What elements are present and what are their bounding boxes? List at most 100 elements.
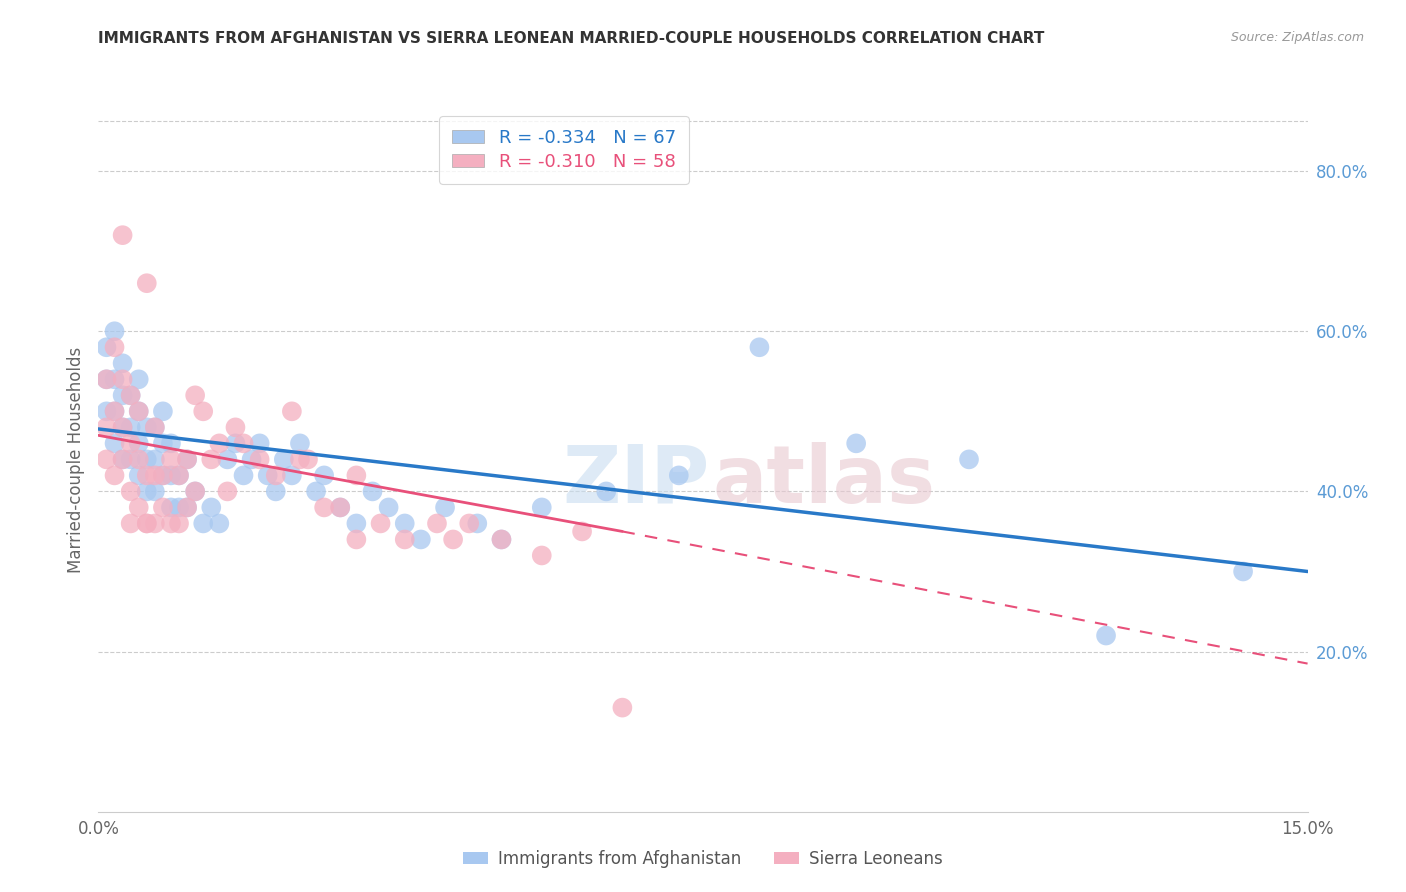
Point <box>441 533 464 547</box>
Point <box>224 420 246 434</box>
Point <box>111 372 134 386</box>
Point <box>344 533 367 547</box>
Point <box>160 452 183 467</box>
Point <box>103 468 125 483</box>
Point <box>232 436 254 450</box>
Point <box>167 500 190 515</box>
Point <box>329 500 352 515</box>
Point <box>288 452 311 467</box>
Point <box>377 500 399 515</box>
Point <box>491 533 513 547</box>
Point <box>120 484 142 499</box>
Point <box>1232 565 1254 579</box>
Point <box>232 468 254 483</box>
Point <box>96 372 118 386</box>
Point <box>128 372 150 386</box>
Point <box>152 404 174 418</box>
Point <box>111 356 134 370</box>
Text: ZIP: ZIP <box>562 442 710 519</box>
Point <box>111 452 134 467</box>
Point <box>128 404 150 418</box>
Y-axis label: Married-couple Households: Married-couple Households <box>67 346 86 573</box>
Point <box>128 500 150 515</box>
Point <box>491 533 513 547</box>
Point <box>409 533 432 547</box>
Point <box>748 340 770 354</box>
Point <box>111 388 134 402</box>
Point <box>103 340 125 354</box>
Point <box>135 484 157 499</box>
Point <box>612 700 634 714</box>
Point <box>465 516 488 531</box>
Legend: R = -0.334   N = 67, R = -0.310   N = 58: R = -0.334 N = 67, R = -0.310 N = 58 <box>439 116 689 184</box>
Point <box>103 404 125 418</box>
Point <box>273 452 295 467</box>
Point <box>1095 628 1118 642</box>
Point <box>288 436 311 450</box>
Point <box>256 468 278 483</box>
Point <box>394 533 416 547</box>
Point <box>193 516 215 531</box>
Point <box>167 516 190 531</box>
Point <box>160 500 183 515</box>
Point <box>595 484 617 499</box>
Point <box>176 500 198 515</box>
Point <box>184 484 207 499</box>
Text: atlas: atlas <box>713 442 935 519</box>
Point <box>152 436 174 450</box>
Point <box>143 484 166 499</box>
Point <box>530 549 553 563</box>
Point <box>143 468 166 483</box>
Point <box>135 516 157 531</box>
Point <box>96 420 118 434</box>
Text: Source: ZipAtlas.com: Source: ZipAtlas.com <box>1230 31 1364 45</box>
Point <box>111 228 134 243</box>
Point <box>458 516 481 531</box>
Point <box>135 276 157 290</box>
Point <box>128 452 150 467</box>
Point <box>167 468 190 483</box>
Point <box>264 468 287 483</box>
Point <box>103 404 125 418</box>
Point <box>120 436 142 450</box>
Point <box>152 468 174 483</box>
Point <box>135 452 157 467</box>
Point <box>96 404 118 418</box>
Point <box>361 484 384 499</box>
Point <box>103 436 125 450</box>
Point <box>135 468 157 483</box>
Point <box>344 468 367 483</box>
Point <box>426 516 449 531</box>
Point <box>217 452 239 467</box>
Point <box>120 452 142 467</box>
Point <box>305 484 328 499</box>
Point <box>96 340 118 354</box>
Point <box>208 516 231 531</box>
Point <box>208 436 231 450</box>
Point <box>264 484 287 499</box>
Point <box>160 436 183 450</box>
Point <box>120 388 142 402</box>
Point <box>281 404 304 418</box>
Point <box>120 388 142 402</box>
Point <box>297 452 319 467</box>
Point <box>184 484 207 499</box>
Point <box>103 372 125 386</box>
Point <box>571 524 593 539</box>
Point <box>96 452 118 467</box>
Point <box>103 324 125 338</box>
Point <box>249 436 271 450</box>
Point <box>111 420 134 434</box>
Point <box>184 388 207 402</box>
Point <box>160 468 183 483</box>
Point <box>176 452 198 467</box>
Point <box>370 516 392 531</box>
Point <box>111 452 134 467</box>
Point <box>152 500 174 515</box>
Point <box>176 500 198 515</box>
Point <box>668 468 690 483</box>
Point <box>135 516 157 531</box>
Point <box>314 468 336 483</box>
Point <box>167 468 190 483</box>
Point <box>314 500 336 515</box>
